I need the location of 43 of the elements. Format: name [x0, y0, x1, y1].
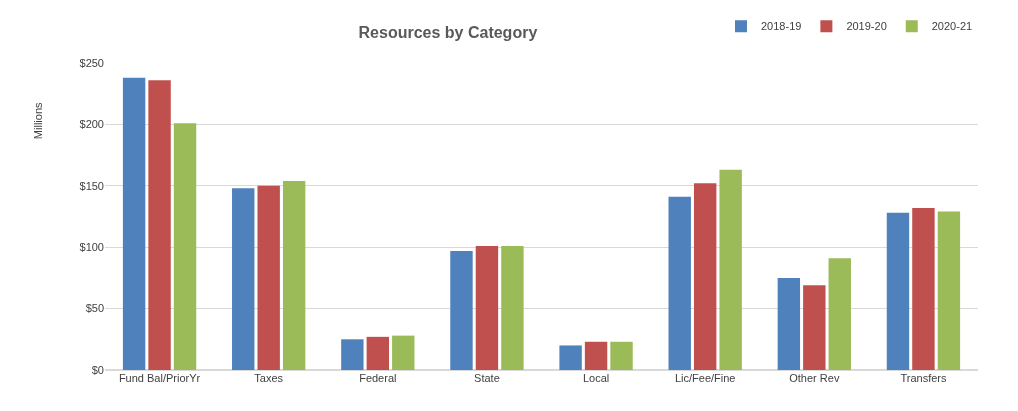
bar — [366, 336, 390, 370]
x-tick-label: Transfers — [900, 372, 947, 384]
x-tick-label: Taxes — [254, 372, 284, 384]
bar — [232, 188, 255, 370]
legend-label: 2018-19 — [761, 20, 802, 33]
bar — [559, 345, 582, 370]
bar — [610, 341, 633, 370]
bar — [501, 245, 524, 370]
y-tick-label: $0 — [91, 363, 104, 376]
x-tick-label: Local — [582, 372, 610, 384]
bar — [668, 196, 691, 370]
bar — [803, 285, 826, 370]
y-tick-label: $200 — [79, 118, 104, 131]
bar — [341, 339, 364, 370]
y-tick-label: $150 — [79, 179, 104, 192]
bar — [173, 123, 197, 370]
y-tick-label: $100 — [79, 241, 104, 254]
bar — [912, 207, 935, 370]
bar — [282, 180, 306, 370]
y-tick-label: $50 — [85, 302, 104, 315]
legend-label: 2020-21 — [931, 20, 973, 33]
bar — [584, 341, 608, 370]
bar — [148, 80, 171, 370]
bar — [693, 183, 717, 370]
bar — [886, 212, 910, 370]
bar — [257, 185, 280, 370]
bar — [450, 250, 473, 370]
legend-label: 2019-20 — [846, 20, 887, 33]
x-tick-label: Lic/Fee/Fine — [674, 372, 736, 384]
bar — [475, 245, 499, 370]
y-axis-title: Millions — [32, 101, 45, 140]
bar — [937, 211, 961, 370]
bar — [828, 258, 851, 370]
x-tick-label: Other Rev — [789, 372, 840, 384]
x-tick-label: State — [474, 372, 500, 384]
x-tick-label: Federal — [359, 372, 397, 384]
bar — [777, 277, 801, 370]
bar — [122, 77, 146, 370]
chart-title: Resources by Category — [358, 24, 538, 42]
x-tick-label: Fund Bal/PriorYr — [118, 372, 201, 384]
y-tick-label: $250 — [79, 56, 104, 69]
bar — [719, 169, 742, 370]
bar — [392, 335, 415, 370]
